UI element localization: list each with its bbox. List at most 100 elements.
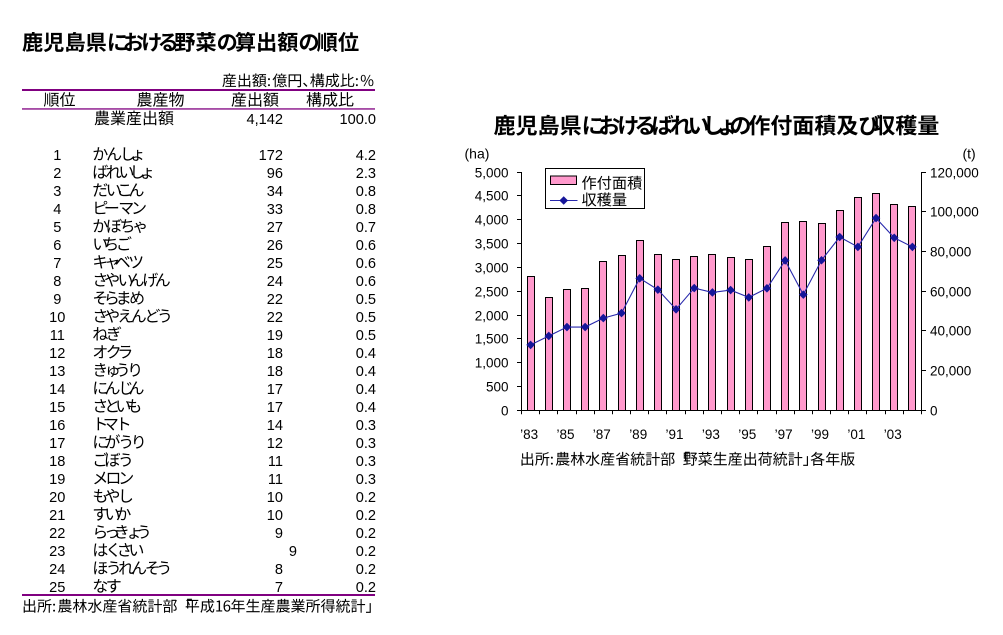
svg-text:22: 22 [49,526,65,542]
svg-text:0.3: 0.3 [356,454,376,470]
svg-text:0.6: 0.6 [356,238,376,254]
svg-text:3: 3 [53,184,61,200]
svg-text:0.3: 0.3 [356,472,376,488]
svg-text:0.5: 0.5 [356,328,376,344]
svg-text:1,500: 1,500 [475,331,509,346]
svg-text:7: 7 [275,580,283,596]
svg-text:11: 11 [50,328,65,344]
svg-text:8: 8 [275,562,283,578]
svg-text:18: 18 [267,364,283,380]
svg-text:’89: ’89 [629,427,647,442]
svg-text:0.2: 0.2 [356,580,376,596]
svg-text:3,000: 3,000 [475,260,509,275]
svg-text:0.2: 0.2 [356,526,376,542]
svg-text:9: 9 [289,544,297,560]
svg-text:40,000: 40,000 [930,323,971,338]
svg-text:14: 14 [267,418,283,434]
svg-text:17: 17 [267,382,283,398]
svg-text:1: 1 [53,148,61,164]
svg-text:120,000: 120,000 [930,165,979,180]
svg-text:3,500: 3,500 [475,236,509,251]
svg-text:12: 12 [267,436,283,452]
svg-text:19: 19 [49,472,65,488]
svg-text:0.4: 0.4 [356,364,376,380]
svg-text:100.0: 100.0 [339,112,376,128]
svg-text:24: 24 [267,274,283,290]
svg-text:27: 27 [267,220,283,236]
svg-text:0.5: 0.5 [356,310,376,326]
svg-text:0.4: 0.4 [356,346,376,362]
svg-text:7: 7 [53,256,61,272]
svg-text:20,000: 20,000 [930,363,971,378]
svg-text:0.2: 0.2 [356,544,376,560]
svg-text:0.5: 0.5 [356,292,376,308]
svg-text:19: 19 [267,328,283,344]
svg-text:0.2: 0.2 [356,508,376,524]
svg-text:12: 12 [49,346,65,362]
svg-text:18: 18 [267,346,283,362]
svg-text:’85: ’85 [556,427,574,442]
svg-text:’99: ’99 [811,427,829,442]
svg-text:25: 25 [49,580,65,596]
svg-text:17: 17 [49,436,65,452]
svg-text:’91: ’91 [665,427,683,442]
svg-text:80,000: 80,000 [930,244,971,259]
svg-text:9: 9 [275,526,283,542]
svg-text:26: 26 [267,238,283,254]
svg-text:4,142: 4,142 [246,112,283,128]
svg-text:11: 11 [268,472,283,488]
svg-text:4,500: 4,500 [475,188,509,203]
svg-text:10: 10 [49,310,65,326]
svg-text:5,000: 5,000 [475,165,509,180]
svg-text:22: 22 [267,292,283,308]
svg-text:4.2: 4.2 [356,148,376,164]
svg-text:’93: ’93 [702,427,720,442]
svg-text:’83: ’83 [520,427,538,442]
svg-text:’87: ’87 [593,427,611,442]
svg-text:0.4: 0.4 [356,382,376,398]
svg-text:’01: ’01 [847,427,865,442]
svg-text:0.3: 0.3 [356,418,376,434]
svg-text:21: 21 [49,508,65,524]
svg-text:500: 500 [486,379,509,394]
svg-text:14: 14 [49,382,65,398]
svg-text:0.6: 0.6 [356,256,376,272]
svg-text:5: 5 [53,220,61,236]
svg-text:18: 18 [49,454,65,470]
svg-text:2,500: 2,500 [475,284,509,299]
svg-text:22: 22 [267,310,283,326]
svg-text:25: 25 [267,256,283,272]
svg-text:4,000: 4,000 [475,212,509,227]
svg-text:2: 2 [53,166,61,182]
svg-text:0: 0 [930,403,938,418]
svg-text:4: 4 [53,202,61,218]
svg-text:24: 24 [49,562,65,578]
svg-text:11: 11 [268,454,283,470]
svg-text:10: 10 [267,490,283,506]
svg-text:34: 34 [267,184,283,200]
svg-text:(ha): (ha) [465,146,490,162]
svg-text:172: 172 [259,148,283,164]
svg-text:2.3: 2.3 [356,166,376,182]
svg-text:0.6: 0.6 [356,274,376,290]
svg-text:0: 0 [501,403,509,418]
svg-text:0.8: 0.8 [356,202,376,218]
svg-text:17: 17 [267,400,283,416]
svg-text:16: 16 [49,418,65,434]
svg-text:0.4: 0.4 [356,400,376,416]
svg-text:0.2: 0.2 [356,490,376,506]
svg-text:33: 33 [267,202,283,218]
svg-text:10: 10 [267,508,283,524]
svg-text:0.2: 0.2 [356,562,376,578]
svg-text:20: 20 [49,490,65,506]
svg-text:’97: ’97 [775,427,793,442]
svg-text:1,000: 1,000 [475,355,509,370]
svg-text:’03: ’03 [884,427,902,442]
svg-text:6: 6 [53,238,61,254]
svg-text:96: 96 [267,166,283,182]
svg-text:0.8: 0.8 [356,184,376,200]
svg-text:0.3: 0.3 [356,436,376,452]
svg-text:9: 9 [53,292,61,308]
svg-text:60,000: 60,000 [930,284,971,299]
svg-text:13: 13 [49,364,65,380]
